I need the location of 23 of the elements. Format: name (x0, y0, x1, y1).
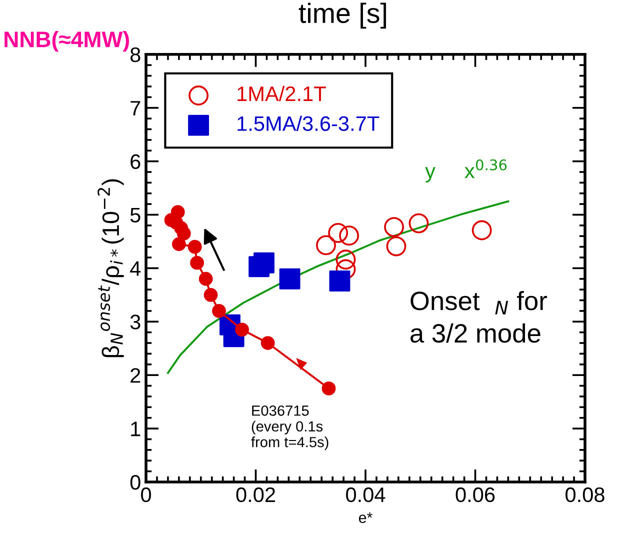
series-label: y x$^{0.36}$ (425, 159, 507, 182)
annotation: E036715 (every 0.1s from t=4.5s) (251, 406, 328, 450)
y-tick-label: 8 (130, 47, 140, 62)
y-tick-label: 7 (130, 101, 140, 116)
x-tick-label: 0.06 (456, 487, 495, 502)
x-tick-label: 0.02 (236, 487, 275, 502)
annotation: Onset $_{N}$ for a 3/2 mode (410, 290, 547, 343)
x-tick-label: 0.08 (566, 487, 604, 502)
y-tick-label: 0 (130, 474, 140, 490)
y-tick-label: 2 (130, 368, 140, 383)
text: NNB(≈4MW) (4, 30, 129, 52)
legend-label: 1.5MA/3.6-3.7T (238, 116, 380, 132)
y-tick-label: 3 (130, 314, 140, 330)
x-axis-title: e* (358, 512, 372, 524)
chart-title: time [s] (298, 2, 386, 29)
x-tick-label: 0 (141, 487, 151, 502)
y-tick-label: 1 (131, 422, 140, 436)
y-axis-title: β$_{N}$$^{onset}$/ρ$_{i*}$(10$^{−2}$) (98, 179, 124, 358)
x-tick-label: 0.04 (346, 487, 386, 502)
y-tick-label: 5 (130, 208, 140, 222)
y-tick-label: 6 (130, 154, 140, 170)
legend-label: 1MA/2.1T (238, 86, 326, 102)
y-tick-label: 4 (130, 261, 141, 276)
